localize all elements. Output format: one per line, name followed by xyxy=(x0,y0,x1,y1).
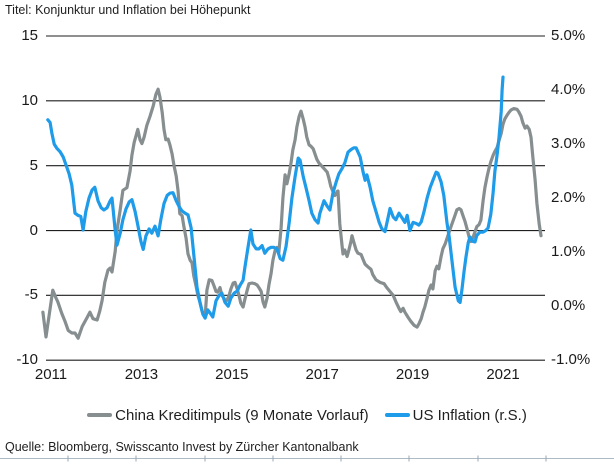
legend-label-china-kreditimpuls: China Kreditimpuls (9 Monate Vorlauf) xyxy=(115,406,369,424)
legend-swatch-china-kreditimpuls xyxy=(87,413,113,417)
legend-item-china-kreditimpuls: China Kreditimpuls (9 Monate Vorlauf) xyxy=(87,406,369,424)
y-left-tick-label: 15 xyxy=(21,27,38,44)
y-left-tick-label: 10 xyxy=(21,91,38,109)
x-axis-tick-label: 2015 xyxy=(215,366,249,383)
y-left-tick-label: -5 xyxy=(24,286,38,304)
y-left-tick-label: -10 xyxy=(16,351,38,369)
y-right-tick-label: -1.0% xyxy=(551,351,591,369)
y-left-tick-label: 5 xyxy=(29,156,38,174)
series-us-inflation xyxy=(46,75,505,320)
x-axis-tick-label: 2011 xyxy=(34,366,68,383)
y-right-tick-label: 3.0% xyxy=(551,135,586,153)
y-left-tick-label: 0 xyxy=(29,221,38,239)
y-right-tick-label: 4.0% xyxy=(551,81,586,99)
x-axis-tick-label: 2013 xyxy=(124,366,159,383)
series-china-kreditimpuls xyxy=(41,87,543,340)
y-right-tick-label: 1.0% xyxy=(551,243,586,261)
legend-label-us-inflation: US Inflation (r.S.) xyxy=(412,406,527,424)
chart-title: Titel: Konjunktur und Inflation bei Höhe… xyxy=(5,3,251,17)
source-note: Quelle: Bloomberg, Swisscanto Invest by … xyxy=(5,440,359,454)
x-axis-tick-label: 2019 xyxy=(395,366,430,383)
legend: China Kreditimpuls (9 Monate Vorlauf) US… xyxy=(0,405,614,425)
x-axis-tick-label: 2021 xyxy=(486,366,520,383)
x-axis-tick-label: 2017 xyxy=(305,366,339,383)
y-right-tick-label: 5.0% xyxy=(551,27,586,44)
legend-item-us-inflation: US Inflation (r.S.) xyxy=(384,406,527,424)
y-right-tick-label: 2.0% xyxy=(551,189,586,207)
legend-swatch-us-inflation xyxy=(384,413,410,417)
y-right-tick-label: 0.0% xyxy=(551,297,586,315)
